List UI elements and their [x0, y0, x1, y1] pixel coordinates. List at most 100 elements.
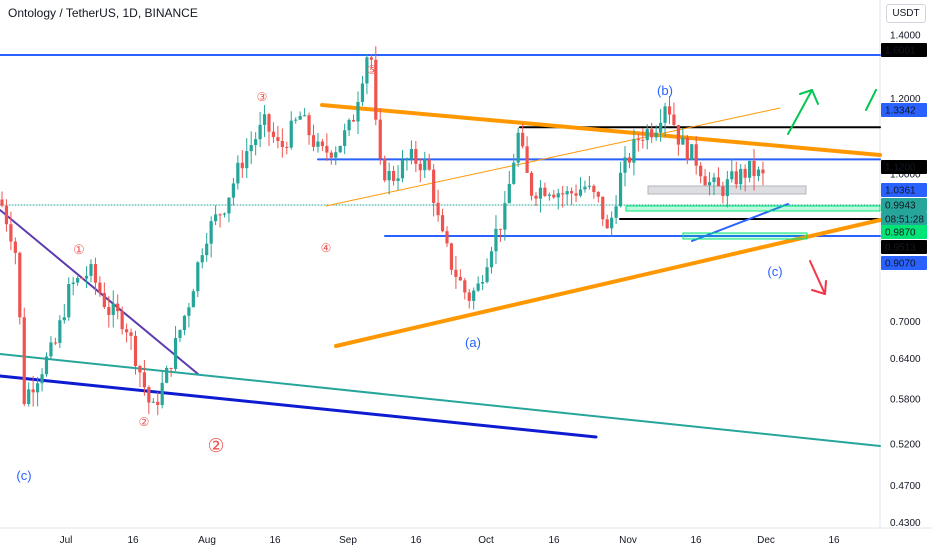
candle[interactable] — [240, 149, 244, 178]
candle[interactable] — [142, 359, 146, 396]
candle[interactable] — [133, 330, 138, 375]
arrow-up-green-1[interactable] — [787, 89, 819, 135]
price-tag[interactable]: 1.1200 — [881, 160, 927, 174]
candle[interactable] — [489, 246, 494, 274]
candle[interactable] — [120, 306, 124, 335]
candle[interactable] — [699, 162, 703, 184]
candle[interactable] — [178, 329, 182, 343]
candle[interactable] — [343, 123, 347, 155]
candle[interactable] — [449, 242, 454, 275]
candle[interactable] — [503, 191, 507, 241]
candle[interactable] — [209, 216, 213, 258]
candle[interactable] — [369, 54, 373, 69]
candle[interactable] — [36, 376, 40, 407]
candle[interactable] — [427, 153, 431, 171]
candle[interactable] — [392, 165, 396, 186]
candle[interactable] — [374, 46, 378, 126]
candle[interactable] — [383, 155, 387, 183]
candle[interactable] — [556, 188, 560, 210]
candle[interactable] — [601, 196, 605, 226]
candle[interactable] — [169, 367, 173, 377]
candle[interactable] — [578, 177, 583, 198]
candle[interactable] — [632, 129, 636, 176]
candle[interactable] — [227, 197, 231, 223]
triangle-upper-line[interactable] — [320, 103, 882, 157]
candle[interactable] — [716, 167, 721, 187]
candle[interactable] — [521, 124, 525, 149]
candle[interactable] — [743, 164, 747, 192]
candle[interactable] — [129, 328, 133, 350]
candle[interactable] — [365, 53, 369, 95]
candle[interactable] — [574, 184, 578, 202]
candle[interactable] — [249, 131, 253, 165]
candle[interactable] — [676, 124, 680, 156]
price-tag[interactable]: 08:51:28 — [881, 212, 927, 226]
candle[interactable] — [76, 276, 80, 286]
candle[interactable] — [160, 370, 164, 409]
candle[interactable] — [605, 214, 609, 229]
candle[interactable] — [707, 172, 712, 196]
candle[interactable] — [98, 276, 102, 297]
candle[interactable] — [196, 261, 200, 298]
candle[interactable] — [667, 96, 672, 124]
candle[interactable] — [89, 259, 93, 283]
candle[interactable] — [565, 185, 569, 206]
candle[interactable] — [338, 145, 342, 154]
candle[interactable] — [596, 191, 600, 203]
candle[interactable] — [218, 213, 222, 228]
candle[interactable] — [405, 157, 409, 171]
candle[interactable] — [22, 307, 26, 407]
candle[interactable] — [730, 158, 734, 183]
candle[interactable] — [236, 155, 240, 190]
candle[interactable] — [721, 181, 725, 204]
candle[interactable] — [200, 248, 204, 269]
teal-trend-line[interactable] — [0, 353, 881, 447]
candle[interactable] — [756, 166, 761, 182]
candle[interactable] — [84, 266, 89, 289]
candle[interactable] — [325, 133, 329, 161]
candle[interactable] — [9, 211, 13, 251]
candle[interactable] — [191, 288, 195, 308]
candle[interactable] — [618, 161, 623, 208]
candle[interactable] — [636, 133, 640, 152]
candle[interactable] — [734, 161, 738, 189]
candle[interactable] — [334, 146, 338, 166]
candle[interactable] — [570, 187, 574, 205]
candle[interactable] — [303, 107, 307, 117]
candle[interactable] — [400, 150, 405, 183]
candle[interactable] — [62, 304, 66, 324]
candle[interactable] — [472, 287, 476, 310]
candle[interactable] — [645, 124, 649, 150]
candle[interactable] — [387, 162, 391, 195]
candle[interactable] — [476, 276, 480, 292]
candle[interactable] — [561, 185, 565, 208]
candle[interactable] — [245, 138, 249, 179]
candle[interactable] — [214, 205, 218, 226]
candle[interactable] — [262, 105, 267, 138]
price-tag[interactable]: 1.0361 — [881, 183, 927, 197]
candle[interactable] — [276, 125, 280, 149]
candle[interactable] — [725, 170, 729, 208]
candle[interactable] — [147, 385, 151, 415]
candle[interactable] — [320, 138, 324, 152]
candle[interactable] — [222, 212, 227, 218]
price-tag[interactable]: 1.6001 — [881, 43, 927, 57]
candle[interactable] — [271, 122, 276, 143]
candle[interactable] — [254, 132, 258, 156]
candle[interactable] — [182, 314, 187, 336]
candle[interactable] — [547, 192, 551, 201]
candle[interactable] — [329, 150, 333, 165]
candle[interactable] — [703, 169, 707, 186]
candle[interactable] — [102, 282, 106, 309]
candle[interactable] — [71, 276, 75, 296]
candle[interactable] — [80, 276, 84, 280]
candle[interactable] — [49, 336, 53, 360]
candle[interactable] — [694, 136, 698, 175]
candle[interactable] — [485, 258, 489, 284]
candle[interactable] — [294, 117, 298, 124]
candle[interactable] — [587, 175, 591, 190]
candle[interactable] — [739, 164, 743, 190]
candle[interactable] — [538, 180, 543, 213]
candle[interactable] — [494, 215, 498, 265]
